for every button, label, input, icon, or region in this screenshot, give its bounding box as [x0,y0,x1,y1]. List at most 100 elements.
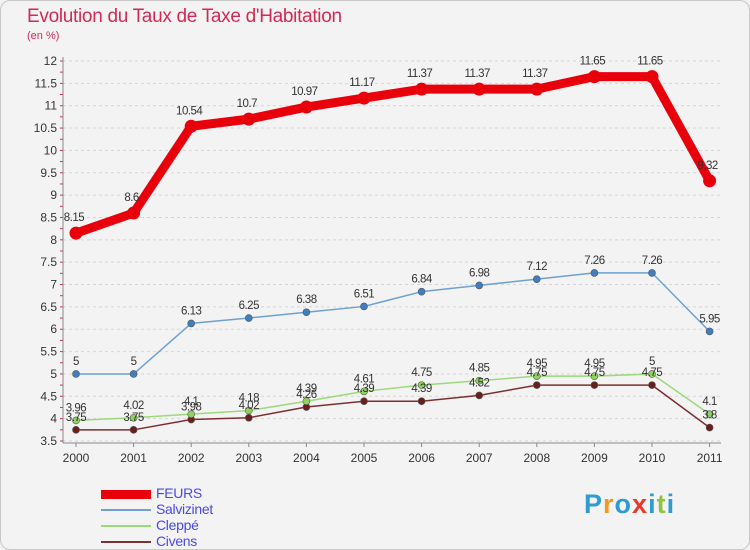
data-label: 4.61 [354,373,374,385]
data-point [532,275,541,283]
data-point [187,319,195,328]
data-label: 3.75 [123,412,143,424]
data-label: 3.75 [66,412,86,424]
data-label: 4.85 [469,363,489,375]
data-label: 4.26 [296,389,316,401]
chart-title: Evolution du Taux de Taxe d'Habitation [27,6,342,27]
data-point [129,426,138,434]
proxiti-logo: Proxiti [584,489,675,520]
series-line-clepp [75,373,711,422]
data-point [299,100,313,114]
x-tick-label: 2009 [581,451,608,465]
data-label: 11.37 [464,68,490,80]
data-point [587,70,601,84]
data-label: 4.02 [239,400,259,412]
data-point [357,91,371,105]
data-label: 4.75 [584,367,604,379]
legend: FEURS Salvizinet Cleppé Civens [101,485,301,549]
x-tick-label: 2001 [120,451,147,465]
data-label: 6.38 [296,294,316,306]
y-tick-label: 12 [44,54,58,68]
data-point [590,372,599,380]
legend-item: Cleppé [101,517,301,534]
data-point [242,112,256,126]
legend-label: Civens [156,533,197,549]
series-line-feurs [71,72,715,238]
data-point [302,397,311,406]
data-label: 7.26 [584,255,604,267]
data-point [302,308,311,317]
data-point [129,413,138,422]
data-point [72,416,80,425]
y-tick-label: 3.5 [40,434,57,448]
data-label: 4.02 [123,400,143,412]
y-tick-label: 7 [50,278,57,292]
data-point [648,269,656,277]
legend-item: FEURS [101,485,301,502]
data-label: 11.65 [637,56,663,68]
data-point [245,406,253,415]
x-tick-label: 2011 [697,451,723,465]
data-point [532,372,541,380]
data-label: 6.98 [469,267,489,279]
data-label: 4.18 [239,393,259,405]
legend-swatch [101,525,151,527]
data-label: 5 [131,356,137,368]
x-tick-label: 2003 [235,451,262,465]
data-label: 10.7 [237,98,257,110]
data-label: 4.75 [642,367,662,379]
y-tick-label: 8.5 [40,210,57,224]
data-point [417,397,426,406]
data-point [415,82,429,96]
y-tick-label: 5 [50,367,57,381]
data-label: 3.96 [66,402,86,414]
data-point [475,376,484,385]
y-tick-label: 10 [44,143,58,157]
data-label: 7.26 [642,255,662,267]
data-point [532,381,541,389]
y-tick-label: 11.5 [35,76,58,90]
data-label: 4.75 [527,367,547,379]
y-tick-label: 4 [50,412,57,426]
y-tick-label: 10.5 [34,121,58,135]
data-point [127,206,141,220]
logo-letter: P [584,489,604,519]
data-label: 10.97 [291,86,317,98]
data-point [129,370,138,378]
logo-letter: i [648,489,657,519]
y-tick-label: 7.5 [40,255,57,269]
data-point [648,370,656,378]
data-point [360,302,368,311]
data-point [184,119,198,133]
data-label: 4.1 [184,396,199,408]
data-label: 7.12 [527,261,547,273]
data-point [590,381,599,389]
data-point [245,314,253,322]
data-point [72,370,80,378]
data-label: 6.13 [181,305,201,317]
logo-letter: x [632,489,649,519]
data-label: 6.25 [239,300,259,312]
data-label: 5 [73,356,79,368]
legend-item: Salvizinet [101,501,301,518]
data-label: 4.95 [584,358,604,370]
series-line-salvizinet [75,272,711,375]
data-point [360,387,368,396]
legend-label: Cleppé [156,517,199,533]
data-label: 4.52 [469,377,489,389]
data-point [472,82,486,96]
x-tick-label: 2008 [523,451,550,465]
x-tick-label: 2006 [408,451,435,465]
legend-label: FEURS [156,485,202,501]
data-point [187,410,195,418]
chart-subtitle: (en %) [27,30,60,42]
legend-item: Civens [101,533,301,549]
data-label: 4.39 [354,383,374,395]
data-label: 11.37 [522,68,548,80]
data-point [705,423,714,432]
data-point [530,82,544,96]
logo-letter: o [614,489,633,519]
logo-letter: r [603,489,615,519]
x-tick-label: 2010 [639,451,666,465]
y-tick-label: 6 [50,322,57,336]
